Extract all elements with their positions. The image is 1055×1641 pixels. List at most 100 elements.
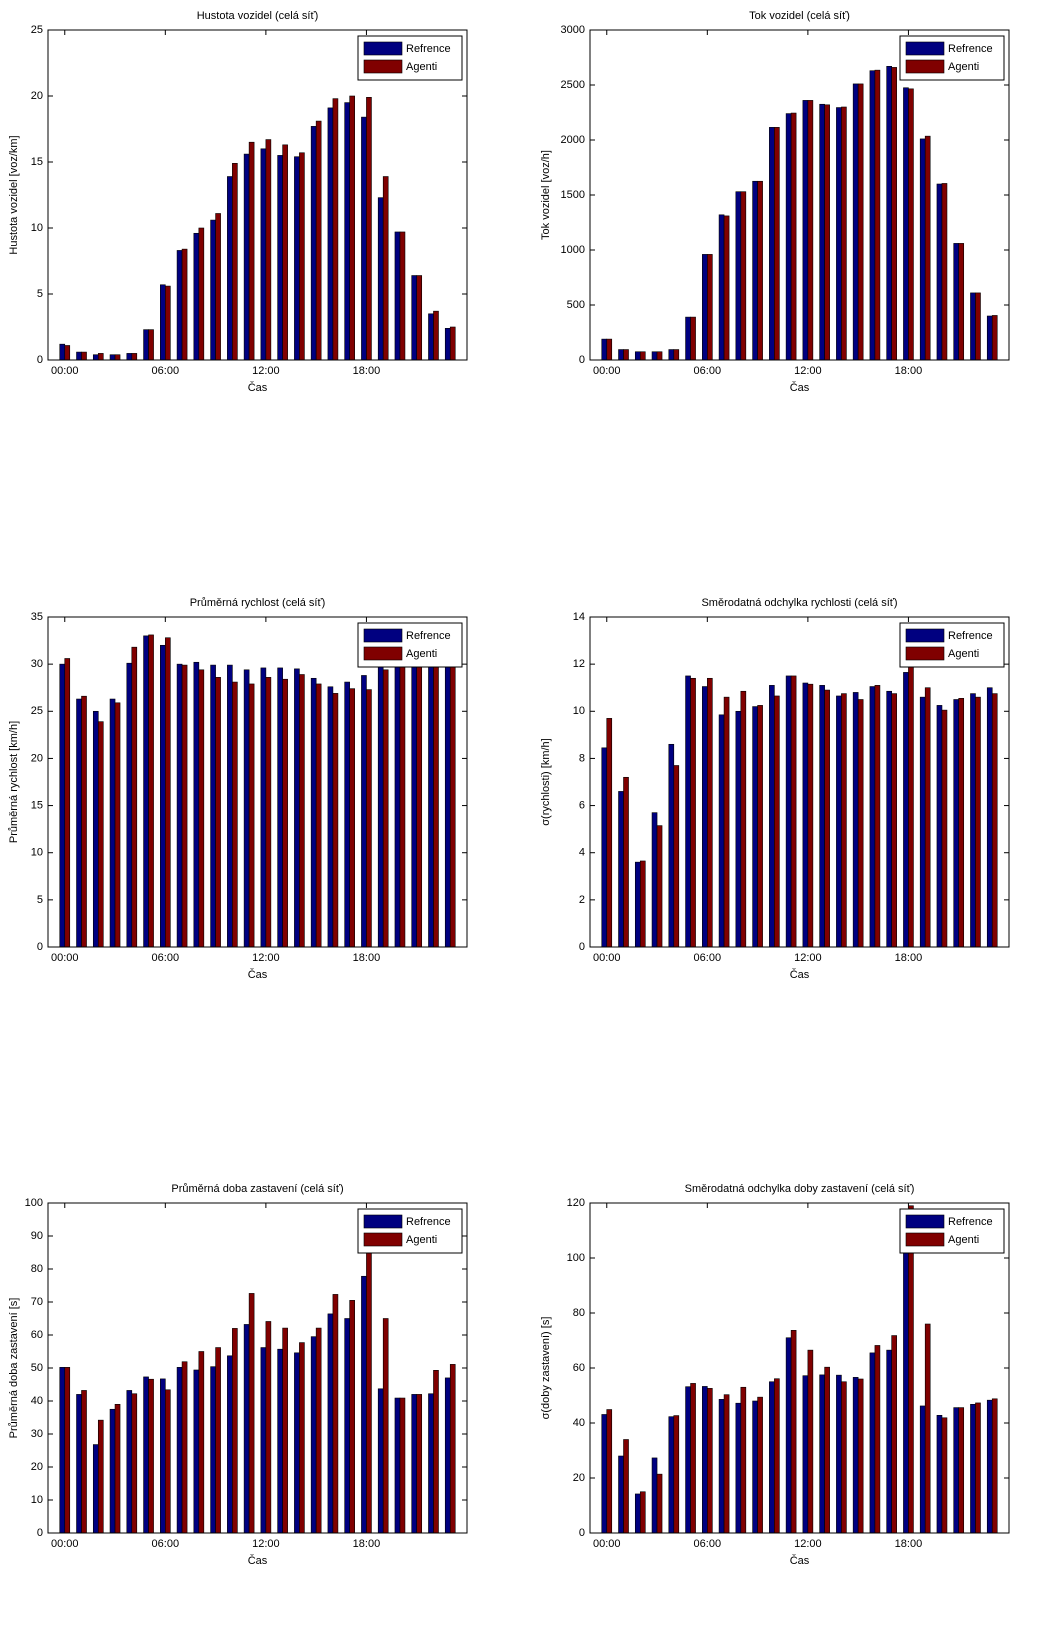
y-tick-label: 60 [31,1329,43,1341]
legend-swatch [363,59,403,74]
bar [366,1248,372,1534]
bar [126,662,133,948]
bar [769,127,775,361]
bar [623,1439,629,1534]
x-tick-label: 00:00 [51,952,79,964]
bar [248,1293,255,1534]
y-tick-label: 10 [31,847,43,859]
bar [903,1230,909,1534]
chart-panel: Průměrná rychlost (celá síť) Čas Průměrná … [8,597,468,981]
bar [428,659,434,948]
bar [131,1393,138,1534]
y-tick-label: 120 [567,1197,585,1209]
bar [970,1404,976,1534]
bar [332,693,339,948]
bar [740,690,747,948]
bar [841,1381,847,1534]
bar [310,126,317,361]
bar [656,351,663,361]
bar [702,1386,708,1534]
x-tick-label: 12:00 [794,1538,822,1550]
bar [232,681,238,948]
bar [953,699,960,948]
bar [97,721,104,948]
bar [656,825,663,948]
bar [382,176,389,361]
bar [723,696,730,948]
bar [277,1348,283,1534]
bar [869,1352,876,1534]
bar [991,315,998,361]
bar [114,354,121,361]
bar [656,1473,663,1534]
bar [181,248,188,361]
chart-title: Směrodatná odchylka rychlosti (celá síť) [701,597,897,609]
bar [690,1383,696,1534]
x-tick-label: 06:00 [152,365,180,377]
x-tick-label: 12:00 [252,365,280,377]
y-tick-label: 0 [579,1527,585,1539]
bar [198,669,205,948]
bar [76,351,82,361]
bar [807,100,814,361]
bar [148,1378,154,1534]
chart-panel: Průměrná doba zastavení (celá síť) Čas Prů… [8,1183,468,1567]
bar [131,646,138,948]
legend-swatch [905,1214,945,1229]
legend-label: Agenti [406,61,437,73]
y-tick-label: 30 [31,658,43,670]
bar [953,1407,960,1534]
bar [807,683,814,948]
bar [126,1390,133,1534]
y-tick-label: 20 [31,1461,43,1473]
x-tick-label: 18:00 [895,1538,923,1550]
x-tick-label: 18:00 [353,1538,381,1550]
bar [260,1347,267,1534]
legend-label: Refrence [406,1216,451,1228]
bar [618,349,624,361]
bar [841,106,847,361]
bar [81,351,87,361]
bar [874,69,881,361]
bar [740,191,747,361]
bar [735,1402,742,1534]
bar [143,329,149,361]
bar [841,693,847,948]
bar [294,1352,300,1534]
bar [165,1389,171,1534]
bar [411,275,418,361]
bar [327,1313,334,1534]
bar [936,1415,943,1534]
bar [59,1367,66,1534]
y-tick-label: 14 [573,611,585,623]
bar [702,686,708,948]
bar [160,284,166,361]
bar [165,637,171,948]
axes-box [589,29,1010,361]
bar [366,689,372,948]
bar [160,644,166,948]
chart-title: Směrodatná odchylka doby zastavení (celá… [685,1183,915,1195]
bar [757,1396,763,1534]
bar [411,659,418,948]
bar [707,677,713,948]
bar [277,667,283,948]
bar [785,675,792,948]
y-tick-label: 70 [31,1296,43,1308]
y-tick-label: 25 [31,24,43,36]
bar [958,698,965,948]
bar [327,686,334,948]
bar [344,102,350,361]
bar [639,351,646,361]
bar [707,1388,713,1534]
legend-swatch [363,1214,403,1229]
bar [869,70,876,361]
chart-title: Průměrná doba zastavení (celá síť) [171,1183,343,1195]
chart-panel: Tok vozidel (celá síť) Čas Tok vozidel [vo… [540,10,1010,394]
bar [970,693,976,948]
bar [718,1399,725,1534]
bar [685,1386,691,1534]
bar [919,138,926,361]
bar [836,1374,842,1534]
